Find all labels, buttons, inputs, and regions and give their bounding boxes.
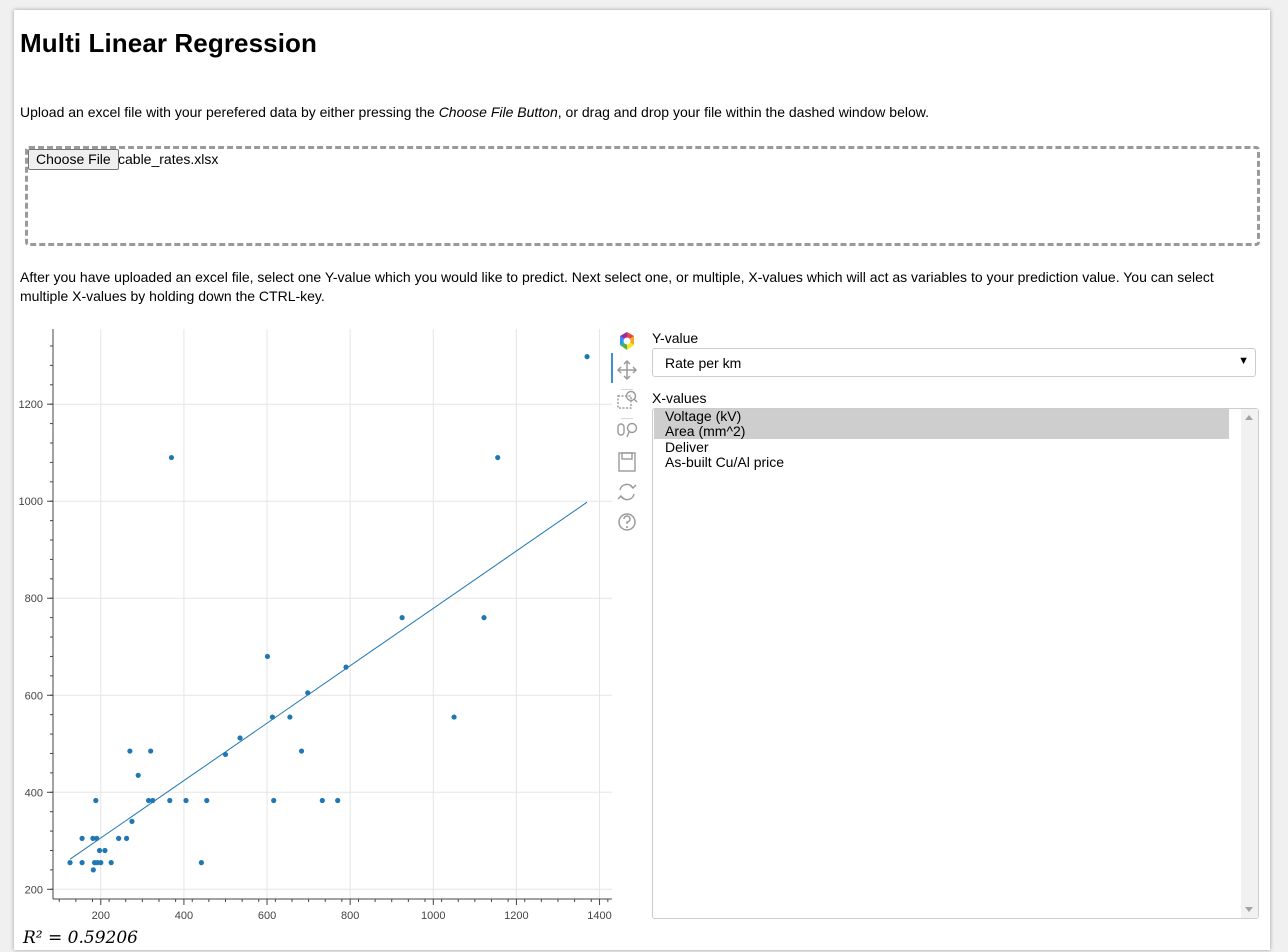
- intro-text-emph: Choose File Button: [438, 104, 558, 120]
- data-point: [271, 797, 277, 804]
- data-point: [287, 714, 293, 720]
- data-point: [298, 748, 305, 754]
- data-point: [343, 664, 349, 670]
- data-point: [90, 867, 96, 873]
- toolbar-separator: [621, 418, 633, 419]
- x-values-label: X-values: [652, 390, 707, 406]
- y-tick-label: 1200: [19, 399, 43, 411]
- data-point: [305, 690, 311, 696]
- reset-icon[interactable]: [612, 479, 642, 505]
- wheel-zoom-icon[interactable]: [612, 418, 642, 444]
- x-tick-label: 600: [258, 910, 276, 922]
- scroll-down-icon[interactable]: [1245, 907, 1253, 912]
- y-value-label: Y-value: [652, 330, 699, 346]
- data-point: [269, 714, 276, 720]
- pan-icon[interactable]: [612, 357, 642, 383]
- data-point: [79, 860, 85, 866]
- r-squared-value: R² = 0.59206: [23, 928, 138, 948]
- x-tick-label: 1400: [587, 910, 611, 922]
- data-point: [264, 653, 271, 660]
- data-point: [93, 797, 99, 804]
- data-point: [495, 454, 501, 461]
- data-point: [222, 751, 229, 758]
- y-tick-label: 800: [25, 593, 43, 605]
- x-tick-label: 400: [175, 910, 193, 922]
- data-point: [335, 797, 341, 804]
- dropdown-arrow-icon: ▼: [1238, 355, 1249, 367]
- data-point: [168, 454, 175, 461]
- data-point: [108, 860, 114, 866]
- scroll-up-icon[interactable]: [1245, 415, 1253, 420]
- x-tick-label: 1000: [421, 910, 445, 922]
- upload-intro: Upload an excel file with your perefered…: [20, 103, 929, 121]
- save-icon[interactable]: [612, 449, 642, 475]
- help-icon[interactable]: [612, 509, 642, 535]
- plot-toolbar: [611, 328, 642, 538]
- x-option-deliver[interactable]: Deliver: [665, 439, 709, 455]
- y-tick-label: 400: [25, 787, 43, 799]
- selection-instructions: After you have uploaded an excel file, s…: [20, 269, 1214, 304]
- x-option-area[interactable]: Area (mm^2): [654, 424, 1229, 439]
- y-tick-label: 1000: [19, 496, 43, 508]
- data-point: [150, 797, 156, 804]
- intro-text-pre: Upload an excel file with your perefered…: [20, 104, 439, 120]
- data-point: [67, 860, 73, 866]
- x-values-listbox[interactable]: Voltage (kV) Area (mm^2) Deliver As-buil…: [652, 408, 1259, 919]
- intro-text-post: , or drag and drop your file within the …: [557, 104, 929, 120]
- data-point: [102, 847, 108, 854]
- data-point: [481, 615, 487, 621]
- data-point: [129, 818, 135, 824]
- file-dropzone[interactable]: Choose File cable_rates.xlsx: [25, 146, 1260, 246]
- toolbar-separator: [621, 389, 633, 390]
- choose-file-button[interactable]: Choose File: [28, 149, 119, 170]
- data-point: [204, 797, 210, 804]
- data-point: [98, 860, 104, 866]
- data-point: [116, 835, 122, 841]
- data-point: [319, 797, 325, 804]
- box-zoom-icon[interactable]: [612, 387, 642, 413]
- x-option-voltage[interactable]: Voltage (kV): [654, 409, 1229, 424]
- regression-scatter-plot[interactable]: 200 400 600 800 1000 1200 1400 200 400 600 800 1000…: [14, 327, 614, 952]
- data-point: [94, 835, 100, 841]
- data-point: [123, 835, 130, 841]
- data-point: [198, 860, 204, 866]
- data-point: [148, 748, 154, 754]
- data-point: [167, 797, 173, 804]
- selected-file-name: cable_rates.xlsx: [118, 151, 219, 167]
- x-tick-label: 1200: [504, 910, 528, 922]
- data-point: [183, 797, 189, 804]
- x-option-price[interactable]: As-built Cu/Al price: [665, 454, 785, 470]
- listbox-scrollbar[interactable]: [1241, 409, 1258, 918]
- page-title: Multi Linear Regression: [20, 28, 318, 58]
- x-tick-label: 800: [341, 910, 359, 922]
- active-tool-indicator: [611, 353, 613, 383]
- data-point: [96, 847, 103, 854]
- regression-fit-line: [69, 501, 588, 860]
- data-point: [90, 835, 96, 841]
- data-point: [79, 835, 85, 841]
- data-point: [237, 735, 243, 741]
- y-tick-label: 600: [25, 690, 43, 702]
- y-tick-label: 200: [25, 884, 43, 896]
- bokeh-logo-icon[interactable]: [612, 328, 642, 354]
- data-point: [145, 797, 152, 804]
- data-point: [399, 615, 405, 621]
- data-point: [451, 714, 457, 720]
- data-point: [127, 748, 133, 754]
- data-point: [135, 772, 141, 778]
- page-container: Multi Linear Regression Upload an excel …: [14, 10, 1270, 950]
- data-point: [584, 354, 590, 360]
- y-value-select[interactable]: Rate per km ▼: [652, 348, 1256, 377]
- x-tick-label: 200: [92, 910, 110, 922]
- y-value-selected: Rate per km: [665, 355, 742, 371]
